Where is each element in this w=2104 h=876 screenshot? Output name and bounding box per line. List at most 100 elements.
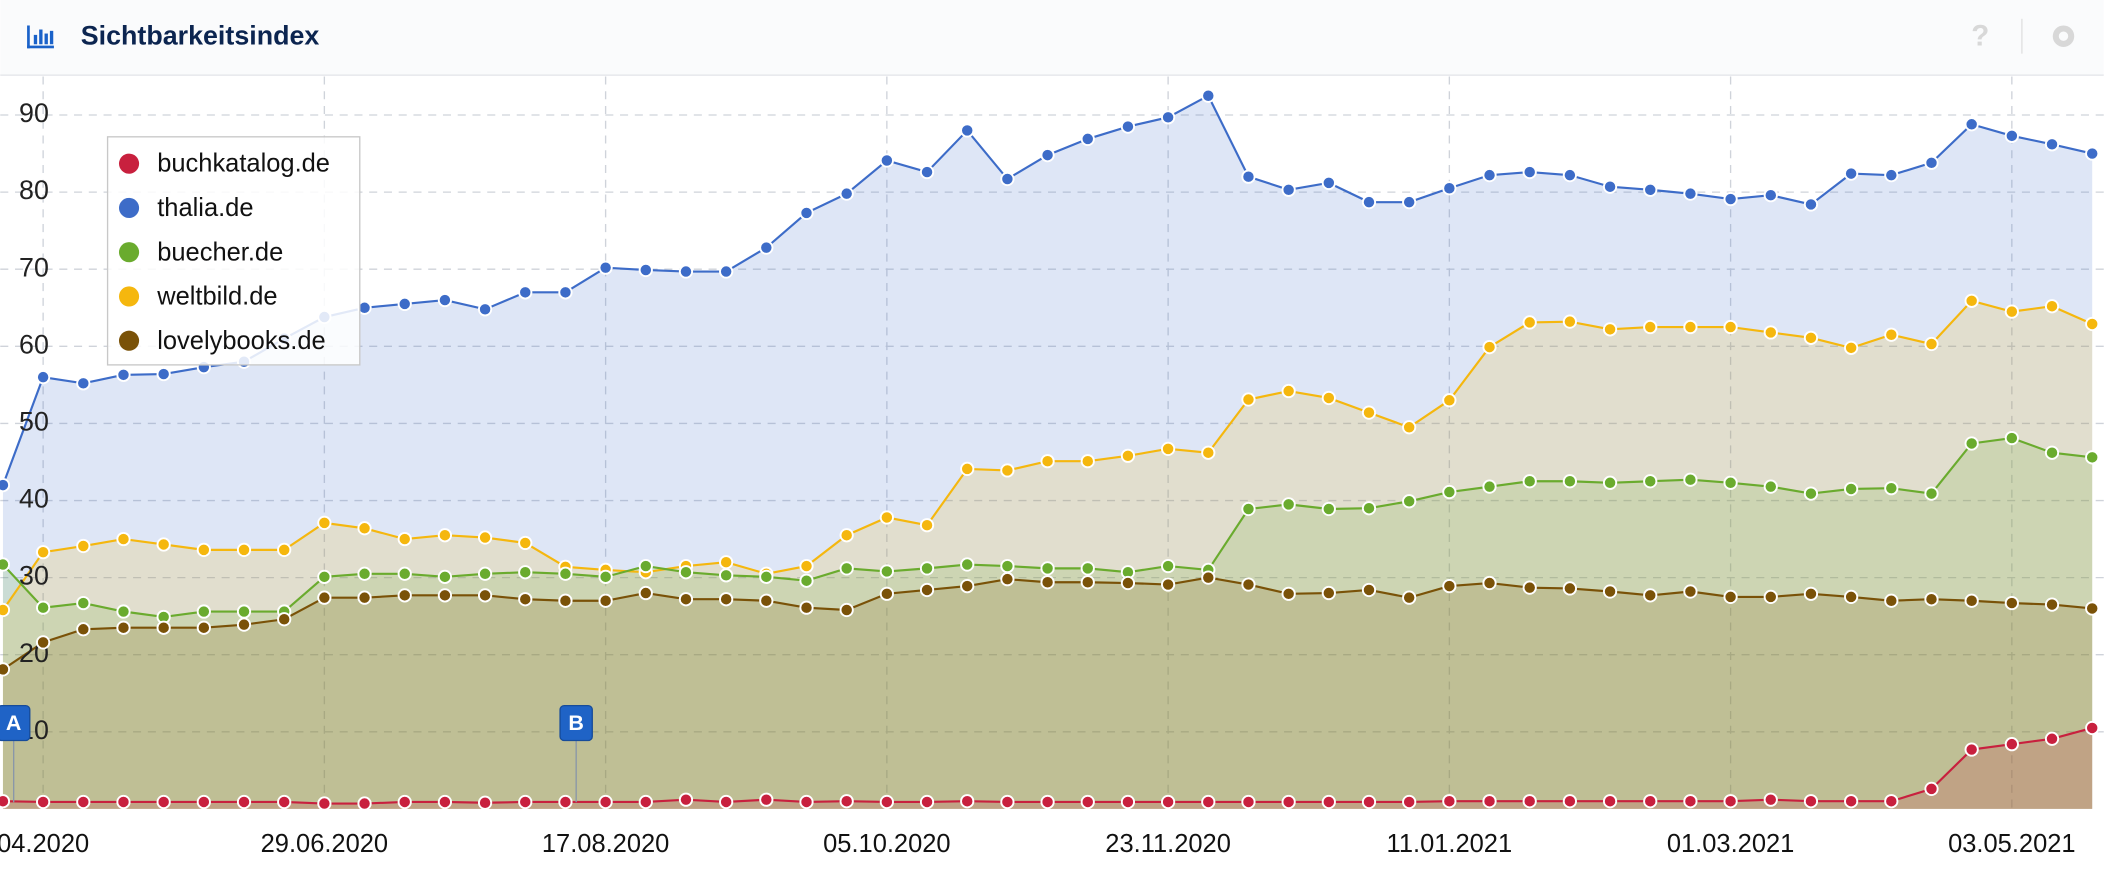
- point: [960, 123, 975, 138]
- y-tick-label: 90: [19, 98, 49, 128]
- point: [1241, 501, 1256, 517]
- legend-label: lovelybooks.de: [157, 327, 325, 355]
- point: [558, 285, 573, 300]
- point: [1562, 168, 1577, 183]
- point: [1361, 501, 1377, 516]
- point: [1000, 171, 1015, 187]
- point: [1522, 474, 1537, 489]
- point: [0, 602, 11, 618]
- x-tick-label: 05.10.2020: [823, 830, 950, 858]
- point: [36, 600, 51, 615]
- point: [960, 578, 975, 594]
- point: [1522, 315, 1537, 330]
- point: [1964, 293, 1979, 308]
- point: [477, 302, 493, 317]
- point: [156, 794, 171, 810]
- y-tick-label: 30: [19, 561, 49, 591]
- point: [638, 585, 653, 601]
- legend-box: [106, 136, 361, 366]
- point: [36, 370, 51, 385]
- point: [1160, 794, 1176, 810]
- point: [437, 292, 453, 308]
- point: [1562, 581, 1577, 596]
- point: [598, 593, 613, 608]
- settings-icon[interactable]: [2052, 25, 2075, 47]
- point: [558, 593, 573, 608]
- point: [518, 285, 533, 300]
- point: [1803, 197, 1819, 212]
- point: [1160, 577, 1176, 592]
- point: [0, 794, 11, 809]
- point: [1080, 561, 1095, 576]
- point: [759, 593, 774, 608]
- point: [2085, 720, 2100, 736]
- point: [1844, 589, 1859, 605]
- point: [116, 620, 131, 635]
- point: [518, 592, 533, 607]
- point: [357, 521, 372, 536]
- point: [839, 186, 854, 201]
- point: [1522, 580, 1537, 595]
- y-tick-label: 80: [19, 175, 49, 205]
- point: [518, 794, 533, 810]
- x-tick-label: 01.03.2021: [1667, 830, 1794, 858]
- point: [518, 565, 533, 580]
- point: [1562, 314, 1577, 329]
- point: [1763, 325, 1778, 340]
- point: [477, 566, 493, 581]
- point: [1884, 593, 1899, 608]
- point: [1964, 436, 1979, 451]
- point: [76, 538, 91, 554]
- point: [1683, 584, 1698, 599]
- point: [1000, 463, 1015, 478]
- point: [397, 296, 412, 312]
- point: [919, 164, 935, 180]
- point: [1160, 441, 1176, 456]
- point: [879, 510, 894, 525]
- legend-swatch: [118, 286, 140, 307]
- point: [638, 558, 653, 574]
- point: [1723, 794, 1738, 809]
- point: [1803, 586, 1819, 601]
- point: [719, 592, 734, 607]
- points: [0, 88, 2100, 811]
- point: [156, 537, 171, 552]
- legend-label: weltbild.de: [156, 283, 277, 311]
- point: [1241, 577, 1256, 592]
- point: [1964, 117, 1979, 132]
- point: [1602, 475, 1618, 490]
- point: [1803, 486, 1819, 501]
- point: [1602, 584, 1618, 599]
- point: [1361, 195, 1377, 210]
- point: [1683, 186, 1698, 201]
- point: [397, 531, 412, 547]
- point: [1361, 405, 1377, 420]
- point: [1643, 588, 1658, 603]
- point: [678, 264, 694, 279]
- point: [638, 262, 653, 278]
- point: [1321, 390, 1336, 406]
- point: [719, 568, 734, 583]
- point: [0, 477, 11, 493]
- legend-swatch: [118, 330, 140, 351]
- point: [116, 794, 131, 810]
- point: [1361, 582, 1377, 598]
- point: [2004, 737, 2019, 752]
- point: [678, 592, 694, 607]
- help-icon[interactable]: ?: [1971, 19, 1989, 52]
- point: [196, 604, 211, 619]
- point: [1321, 175, 1336, 190]
- point: [1080, 454, 1095, 469]
- point: [1924, 486, 1939, 501]
- point: [1442, 794, 1457, 809]
- areas: [2, 95, 2093, 809]
- point: [277, 794, 292, 810]
- point: [76, 376, 91, 391]
- point: [1723, 191, 1738, 207]
- point: [960, 461, 975, 477]
- point: [1281, 794, 1296, 810]
- annotation-label: A: [6, 711, 21, 735]
- point: [1643, 474, 1658, 489]
- point: [1602, 322, 1618, 337]
